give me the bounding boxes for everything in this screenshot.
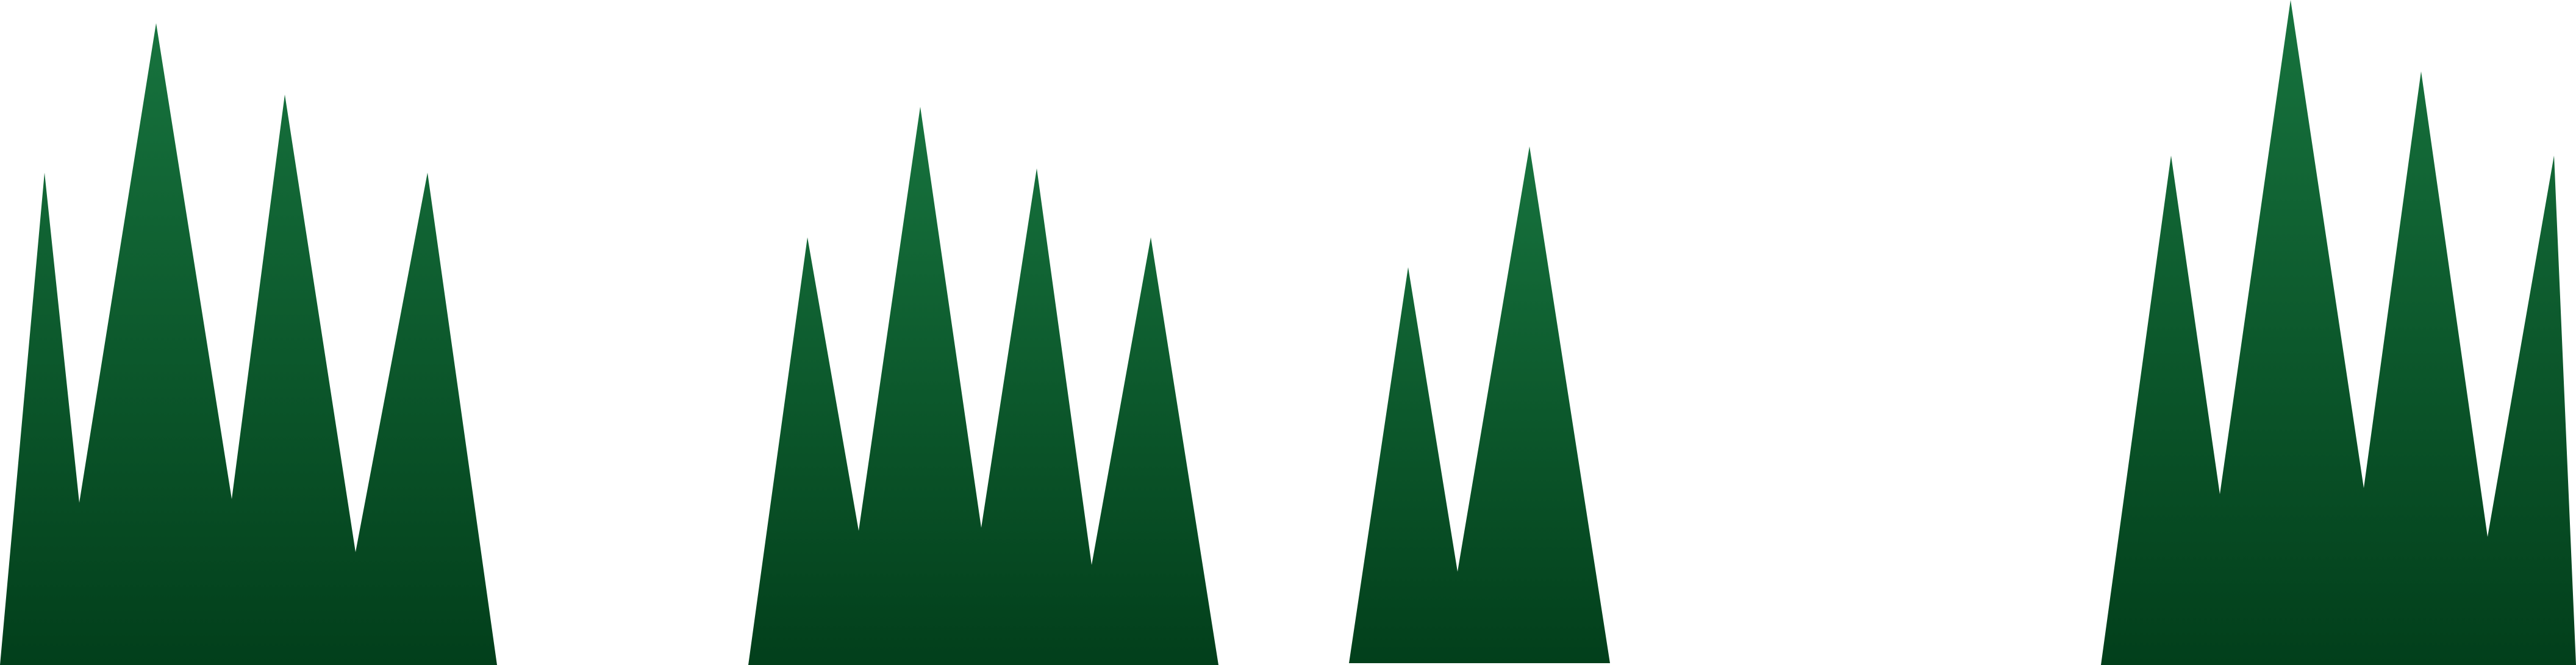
grass-tuft-2 [748,107,1218,665]
grass-tuft-3 [1349,146,1610,663]
grass-tuft-4 [2101,0,2576,665]
grass-tuft-1 [0,23,497,665]
